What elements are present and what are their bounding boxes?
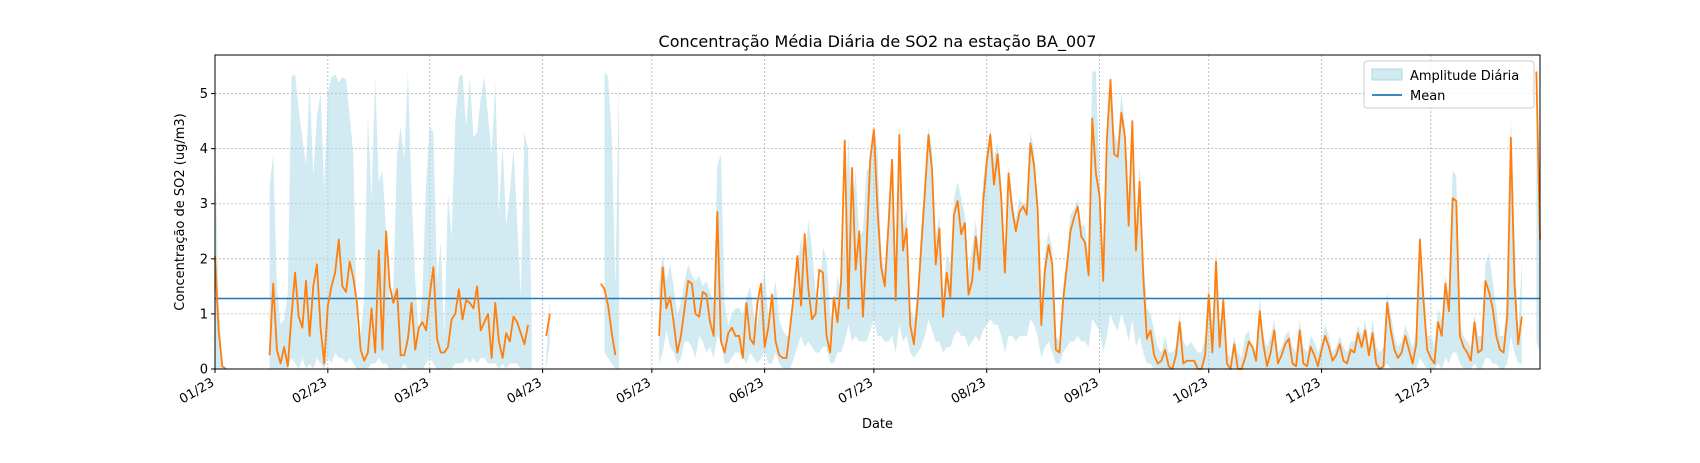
y-axis-ticks: 0 1 2 3 4 5 (200, 87, 215, 378)
legend: Amplitude Diária Mean (1363, 60, 1535, 109)
legend-band-label: Amplitude Diária (1410, 69, 1519, 84)
legend-band-swatch (1371, 68, 1403, 81)
y-tick-label: 2 (200, 252, 208, 267)
band-area (215, 143, 223, 369)
y-axis-label: Concentração de SO2 (ug/m3) (173, 113, 188, 310)
daily-series-line (214, 256, 227, 370)
legend-mean-label: Mean (1410, 89, 1445, 104)
x-axis-label: Date (862, 417, 893, 432)
plot-frame (214, 54, 1541, 370)
y-tick-label: 0 (200, 363, 208, 378)
daily-series-line (545, 313, 551, 337)
y-tick-label: 1 (200, 307, 208, 322)
y-tick-label: 4 (200, 142, 208, 157)
daily-series-line (658, 78, 1523, 370)
band-area (269, 71, 532, 369)
chart-title: Concentração Média Diária de SO2 na esta… (659, 32, 1097, 52)
band-area (604, 71, 620, 369)
y-tick-label: 5 (200, 87, 208, 102)
daily-series-line (600, 283, 617, 356)
daily-series-line (268, 230, 529, 368)
daily-series-line (1535, 71, 1541, 240)
series-layer (214, 71, 1541, 370)
legend-box (1363, 60, 1535, 109)
y-tick-label: 3 (200, 197, 208, 212)
